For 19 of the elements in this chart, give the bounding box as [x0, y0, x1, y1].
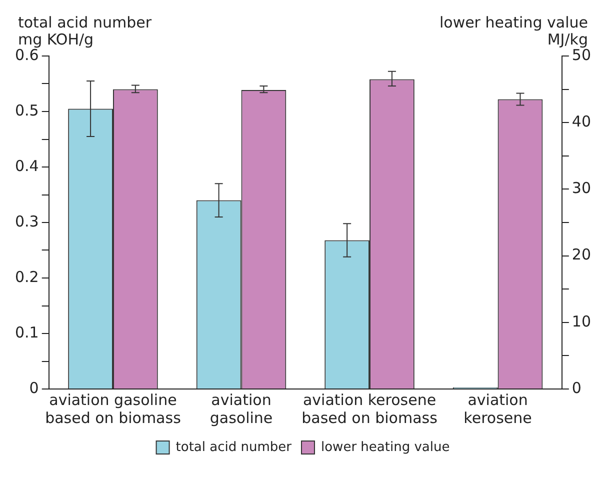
x-tick-label: aviation kerosene	[464, 390, 532, 427]
y-tick-label: 0.1	[14, 323, 39, 342]
y2-tick-label: 30	[572, 179, 592, 198]
y2-tick-label: 40	[572, 112, 592, 130]
y-tick-label: 0.4	[14, 156, 39, 175]
y2-tick-label: 20	[572, 246, 592, 264]
y-axis-title: total acid number mg KOH/g	[18, 13, 152, 48]
y-tick-label: 0	[29, 378, 39, 397]
y2-axis-title: lower heating value MJ/kg	[439, 13, 588, 48]
y-tick-label: 0.5	[14, 101, 39, 120]
x-tick-label: aviation kerosene based on biomass	[302, 390, 438, 427]
y-tick-label: 0.3	[14, 212, 39, 230]
y-tick-label: 0.2	[14, 268, 39, 286]
legend-label: total acid number	[176, 440, 292, 455]
x-tick-label: aviation gasoline based on biomass	[45, 390, 182, 427]
legend-label: lower heating value	[320, 440, 450, 455]
x-tick-label: aviation gasoline	[210, 390, 273, 427]
y2-tick-label: 0	[572, 378, 582, 397]
y2-tick-label: 10	[572, 312, 592, 330]
